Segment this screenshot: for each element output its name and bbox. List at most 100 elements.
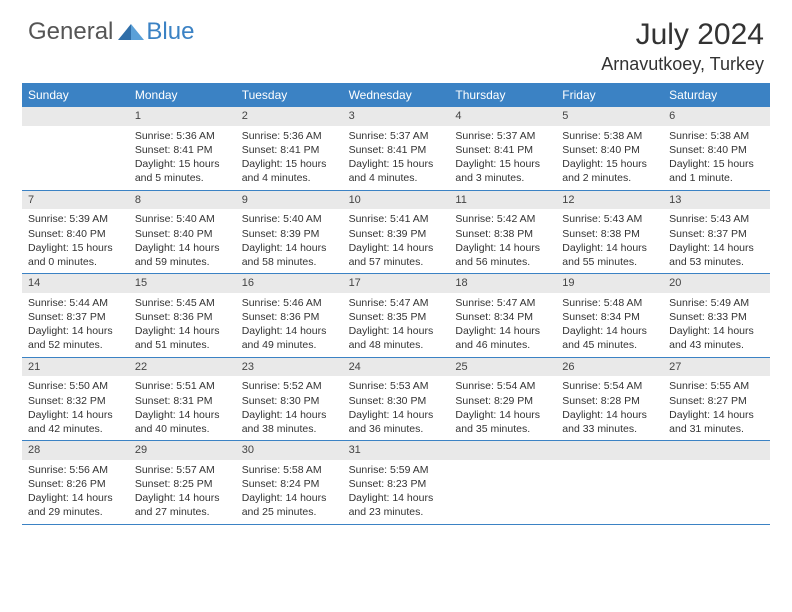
daylight-text: Daylight: 14 hours and 58 minutes. [242,241,337,269]
calendar-cell: 16Sunrise: 5:46 AMSunset: 8:36 PMDayligh… [236,274,343,357]
cell-body: Sunrise: 5:38 AMSunset: 8:40 PMDaylight:… [663,126,770,190]
sunset-text: Sunset: 8:36 PM [135,310,230,324]
cell-body: Sunrise: 5:36 AMSunset: 8:41 PMDaylight:… [236,126,343,190]
day-number: 2 [236,107,343,126]
sunrise-text: Sunrise: 5:52 AM [242,379,337,393]
sunset-text: Sunset: 8:37 PM [669,227,764,241]
calendar-cell: 27 Sunrise: 5:55 AMSunset: 8:27 PMDayligh… [663,358,770,441]
calendar-cell: 13Sunrise: 5:43 AMSunset: 8:37 PMDayligh… [663,191,770,274]
calendar-cell: 23Sunrise: 5:52 AMSunset: 8:30 PMDayligh… [236,358,343,441]
daylight-text: Daylight: 15 hours and 4 minutes. [242,157,337,185]
sunrise-text: Sunrise: 5:55 AM [669,379,764,393]
day-number: 14 [22,274,129,293]
sunrise-text: Sunrise: 5:36 AM [242,129,337,143]
cell-body: Sunrise: 5:49 AMSunset: 8:33 PMDaylight:… [663,293,770,357]
cell-body: Sunrise: 5:40 AMSunset: 8:39 PMDaylight:… [236,209,343,273]
daylight-text: Daylight: 15 hours and 2 minutes. [562,157,657,185]
daylight-text: Daylight: 14 hours and 33 minutes. [562,408,657,436]
day-number: . [449,441,556,460]
day-number: 22 [129,358,236,377]
day-number: 27 [663,358,770,377]
cell-body [556,460,663,467]
sunset-text: Sunset: 8:40 PM [28,227,123,241]
sunset-text: Sunset: 8:41 PM [242,143,337,157]
sunset-text: Sunset: 8:28 PM [562,394,657,408]
sunrise-text: Sunrise: 5:41 AM [349,212,444,226]
cell-body: Sunrise: 5:54 AMSunset: 8:29 PMDaylight:… [449,376,556,440]
week-row: .1Sunrise: 5:36 AMSunset: 8:41 PMDayligh… [22,107,770,191]
calendar-cell: 10Sunrise: 5:41 AMSunset: 8:39 PMDayligh… [343,191,450,274]
day-number: 10 [343,191,450,210]
week-row: 21Sunrise: 5:50 AMSunset: 8:32 PMDayligh… [22,358,770,442]
day-number: 8 [129,191,236,210]
sunrise-text: Sunrise: 5:43 AM [669,212,764,226]
daylight-text: Daylight: 14 hours and 56 minutes. [455,241,550,269]
cell-body: Sunrise: 5:53 AMSunset: 8:30 PMDaylight:… [343,376,450,440]
sunset-text: Sunset: 8:32 PM [28,394,123,408]
calendar-cell: 30Sunrise: 5:58 AMSunset: 8:24 PMDayligh… [236,441,343,524]
daylight-text: Daylight: 14 hours and 51 minutes. [135,324,230,352]
cell-body [449,460,556,467]
sunrise-text: Sunrise: 5:46 AM [242,296,337,310]
cell-body: Sunrise: 5:46 AMSunset: 8:36 PMDaylight:… [236,293,343,357]
header: General Blue July 2024 Arnavutkoey, Turk… [0,0,792,83]
cell-body [22,126,129,133]
day-number: 25 [449,358,556,377]
calendar-cell: 5Sunrise: 5:38 AMSunset: 8:40 PMDaylight… [556,107,663,190]
sunset-text: Sunset: 8:27 PM [669,394,764,408]
sunset-text: Sunset: 8:40 PM [669,143,764,157]
sunrise-text: Sunrise: 5:49 AM [669,296,764,310]
sunset-text: Sunset: 8:34 PM [562,310,657,324]
day-number: 12 [556,191,663,210]
daylight-text: Daylight: 14 hours and 46 minutes. [455,324,550,352]
daylight-text: Daylight: 14 hours and 31 minutes. [669,408,764,436]
sunrise-text: Sunrise: 5:40 AM [242,212,337,226]
daylight-text: Daylight: 14 hours and 49 minutes. [242,324,337,352]
weekday-fri: Friday [556,83,663,107]
title-block: July 2024 Arnavutkoey, Turkey [601,18,764,75]
calendar-cell: 18Sunrise: 5:47 AMSunset: 8:34 PMDayligh… [449,274,556,357]
sunrise-text: Sunrise: 5:37 AM [349,129,444,143]
day-number: . [556,441,663,460]
day-number: . [22,107,129,126]
daylight-text: Daylight: 14 hours and 59 minutes. [135,241,230,269]
calendar-cell: 2Sunrise: 5:36 AMSunset: 8:41 PMDaylight… [236,107,343,190]
calendar-cell: 9Sunrise: 5:40 AMSunset: 8:39 PMDaylight… [236,191,343,274]
day-number: 28 [22,441,129,460]
day-number: 3 [343,107,450,126]
sunset-text: Sunset: 8:33 PM [669,310,764,324]
weekday-sat: Saturday [663,83,770,107]
sunset-text: Sunset: 8:37 PM [28,310,123,324]
day-number: 4 [449,107,556,126]
sunset-text: Sunset: 8:41 PM [135,143,230,157]
day-number: 13 [663,191,770,210]
daylight-text: Daylight: 14 hours and 52 minutes. [28,324,123,352]
daylight-text: Daylight: 14 hours and 55 minutes. [562,241,657,269]
sunrise-text: Sunrise: 5:39 AM [28,212,123,226]
calendar-cell: 26Sunrise: 5:54 AMSunset: 8:28 PMDayligh… [556,358,663,441]
sunset-text: Sunset: 8:41 PM [349,143,444,157]
cell-body: Sunrise: 5:43 AMSunset: 8:37 PMDaylight:… [663,209,770,273]
day-number: 6 [663,107,770,126]
sunset-text: Sunset: 8:24 PM [242,477,337,491]
cell-body: Sunrise: 5:40 AMSunset: 8:40 PMDaylight:… [129,209,236,273]
calendar-cell: 3Sunrise: 5:37 AMSunset: 8:41 PMDaylight… [343,107,450,190]
sunset-text: Sunset: 8:34 PM [455,310,550,324]
sunrise-text: Sunrise: 5:54 AM [562,379,657,393]
sunset-text: Sunset: 8:38 PM [455,227,550,241]
day-number: 9 [236,191,343,210]
calendar-cell: . [663,441,770,524]
weekday-sun: Sunday [22,83,129,107]
calendar-cell: 31Sunrise: 5:59 AMSunset: 8:23 PMDayligh… [343,441,450,524]
brand-text-2: Blue [146,18,194,46]
daylight-text: Daylight: 14 hours and 29 minutes. [28,491,123,519]
cell-body: Sunrise: 5:56 AMSunset: 8:26 PMDaylight:… [22,460,129,524]
cell-body: Sunrise: 5:48 AMSunset: 8:34 PMDaylight:… [556,293,663,357]
day-number: 11 [449,191,556,210]
weekday-tue: Tuesday [236,83,343,107]
daylight-text: Daylight: 14 hours and 23 minutes. [349,491,444,519]
day-number: 21 [22,358,129,377]
calendar-cell: 15Sunrise: 5:45 AMSunset: 8:36 PMDayligh… [129,274,236,357]
day-number: 18 [449,274,556,293]
cell-body: Sunrise: 5:50 AMSunset: 8:32 PMDaylight:… [22,376,129,440]
